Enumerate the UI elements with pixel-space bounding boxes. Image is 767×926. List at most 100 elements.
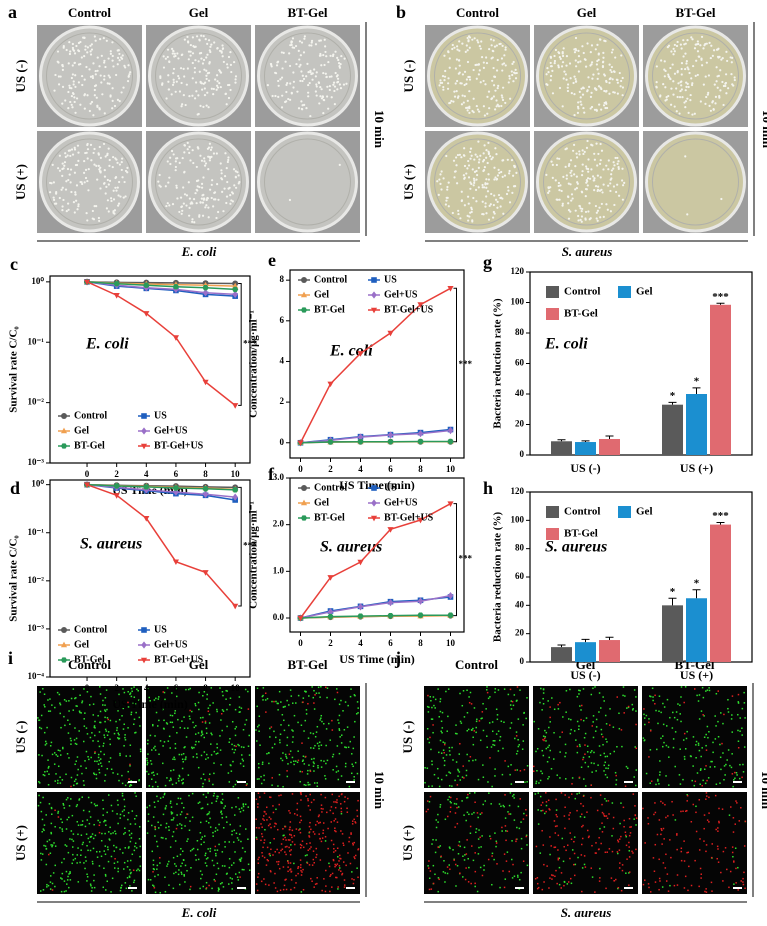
dead-cell — [584, 866, 587, 868]
live-cell — [56, 691, 59, 694]
data-point — [327, 575, 334, 581]
live-cell — [238, 871, 241, 874]
dead-cell — [339, 803, 342, 805]
fluorescence-image — [642, 686, 747, 788]
dead-cell — [299, 792, 302, 794]
live-cell — [602, 743, 604, 746]
live-cell — [237, 839, 240, 841]
dead-cell — [308, 835, 310, 837]
colony — [180, 212, 183, 215]
dead-cell — [357, 876, 359, 879]
live-cell — [666, 725, 668, 727]
live-cell — [466, 811, 469, 814]
dead-cell — [350, 833, 352, 835]
live-cell — [98, 771, 101, 774]
colony — [676, 71, 679, 74]
live-cell — [307, 769, 309, 772]
live-cell — [80, 849, 82, 851]
live-cell — [72, 859, 75, 861]
colony — [559, 184, 562, 187]
live-cell — [152, 884, 154, 887]
colony — [481, 183, 484, 187]
live-cell — [468, 696, 470, 698]
colony — [117, 202, 121, 205]
colony — [546, 83, 549, 86]
dead-cell — [313, 833, 316, 835]
live-cell — [59, 703, 62, 706]
colony — [314, 90, 317, 93]
colony — [205, 104, 208, 107]
legend-label: BT-Gel+US — [154, 440, 204, 451]
live-cell — [345, 746, 347, 749]
live-cell — [564, 743, 567, 746]
live-cell — [104, 709, 106, 711]
live-cell — [146, 763, 149, 766]
colony — [595, 211, 598, 214]
live-cell — [69, 872, 71, 874]
live-cell — [121, 810, 124, 813]
colony — [187, 58, 190, 61]
dead-cell — [343, 886, 346, 888]
dead-cell — [432, 724, 434, 726]
dead-cell — [717, 861, 720, 863]
colony — [234, 175, 237, 178]
colony — [126, 166, 129, 170]
data-point — [143, 282, 150, 288]
live-cell — [102, 704, 104, 706]
dead-cell — [201, 721, 204, 723]
dead-cell — [469, 825, 472, 828]
dead-cell — [605, 887, 607, 890]
dead-cell — [282, 828, 284, 830]
live-cell — [497, 689, 500, 691]
colony — [108, 179, 112, 182]
colony — [99, 37, 102, 41]
live-cell — [102, 886, 105, 889]
colony — [103, 181, 106, 185]
colony — [492, 66, 495, 70]
live-cell — [290, 844, 292, 846]
live-cell — [509, 727, 512, 729]
live-cell — [356, 867, 358, 869]
colony — [112, 155, 115, 159]
live-cell — [139, 865, 142, 867]
dead-cell — [280, 849, 282, 852]
series-line — [300, 440, 451, 444]
live-cell — [478, 846, 480, 849]
live-cell — [85, 833, 88, 835]
colony — [616, 162, 619, 165]
live-cell — [172, 769, 175, 771]
dead-cell — [300, 874, 303, 876]
dead-cell — [321, 889, 323, 892]
live-cell — [68, 886, 70, 889]
legend-marker — [300, 307, 308, 313]
colony — [201, 62, 205, 65]
data-point — [113, 493, 120, 499]
colony — [478, 45, 481, 48]
colony — [60, 188, 63, 191]
live-cell — [511, 795, 514, 797]
colony — [183, 38, 186, 41]
live-cell — [168, 829, 170, 831]
dead-cell — [338, 795, 340, 798]
colony — [695, 59, 698, 62]
colony — [603, 74, 607, 77]
dead-cell — [619, 838, 621, 840]
colony — [208, 142, 212, 145]
colony — [201, 88, 204, 91]
colony — [95, 164, 98, 167]
x-tick-label: 4 — [358, 464, 363, 474]
live-cell — [707, 736, 709, 739]
dead-cell — [274, 822, 276, 825]
live-cell — [154, 826, 156, 828]
live-cell — [535, 780, 538, 783]
live-cell — [43, 731, 46, 734]
live-cell — [126, 866, 129, 868]
colony — [191, 94, 194, 97]
colony — [69, 100, 72, 104]
live-cell — [45, 847, 48, 850]
live-cell — [220, 802, 223, 804]
live-cell — [648, 718, 650, 720]
live-cell — [116, 727, 118, 729]
live-cell — [102, 745, 105, 747]
colony — [335, 75, 339, 78]
